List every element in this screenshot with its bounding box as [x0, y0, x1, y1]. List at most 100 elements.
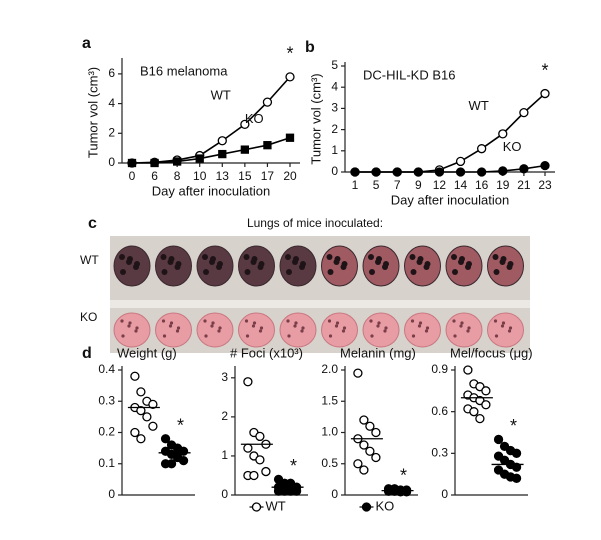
lung	[321, 245, 358, 287]
lung-spot	[211, 321, 215, 325]
lung-spot	[128, 321, 132, 325]
lung-spot	[134, 261, 140, 267]
lung-spot	[287, 334, 291, 338]
lung-spot	[500, 256, 507, 262]
marker	[401, 487, 412, 497]
lung-spot	[369, 319, 373, 323]
x-axis-label: Day after inoculation	[152, 183, 271, 198]
marker	[217, 136, 227, 146]
lung-spot	[467, 326, 471, 330]
lung-spot	[452, 269, 458, 275]
lung-spot	[251, 256, 258, 262]
lung-spot	[326, 254, 333, 260]
panel-label: a	[82, 35, 91, 52]
marker	[511, 473, 522, 483]
y-axis-label: Tumor vol (cm³)	[308, 73, 323, 164]
marker	[498, 166, 508, 176]
panel-label: d	[82, 345, 92, 362]
lung-spot	[244, 269, 251, 275]
lung-spot	[244, 319, 249, 323]
lung-spot	[425, 326, 430, 330]
lung	[362, 312, 400, 348]
image-title: Lungs of mice inoculated:	[247, 216, 383, 230]
lung-spot	[410, 319, 415, 323]
lung-spot	[161, 319, 166, 323]
marker	[481, 400, 491, 410]
lung-spot	[217, 329, 221, 333]
marker	[240, 145, 250, 154]
lung-spot	[460, 321, 464, 325]
marker	[481, 386, 491, 396]
marker	[365, 421, 375, 431]
lung-spot	[160, 254, 167, 260]
lung-spot	[259, 326, 264, 330]
marker	[519, 107, 529, 118]
y-tick-label: 0	[331, 487, 338, 501]
lung-spot	[294, 321, 298, 325]
lung-spot	[376, 324, 380, 328]
marker	[142, 412, 152, 422]
annotation: *	[177, 416, 184, 436]
marker	[166, 459, 177, 469]
y-tick-label: 0.4	[98, 362, 115, 376]
chart-title: Weight (g)	[117, 345, 177, 360]
marker	[477, 167, 487, 177]
lung-spot	[168, 256, 175, 262]
lung-spot	[252, 321, 257, 325]
lung-spot	[493, 269, 500, 275]
series-label: WT	[211, 88, 231, 103]
marker	[413, 167, 423, 177]
marker	[261, 466, 271, 477]
lung-spot	[217, 261, 223, 267]
lung-spot	[466, 261, 472, 267]
lung	[404, 312, 441, 348]
lung-spot	[424, 261, 431, 267]
chart-title: # Foci (x10³)	[230, 345, 303, 360]
lung	[487, 245, 524, 287]
x-tick-label: 16	[475, 178, 489, 192]
series-label: KO	[245, 111, 264, 126]
marker	[136, 387, 146, 397]
lung-spot	[203, 269, 209, 275]
x-tick-label: 0	[129, 169, 136, 183]
y-tick-label: 0.6	[431, 404, 448, 418]
lung-spot	[411, 334, 416, 338]
lung-spot	[293, 256, 299, 262]
lung-spot	[258, 329, 263, 333]
lung-spot	[424, 329, 429, 333]
chart-title: DC-HIL-KD B16	[363, 67, 455, 82]
lung-spot	[210, 256, 216, 262]
marker	[148, 399, 158, 410]
lung-spot	[494, 334, 499, 338]
y-tick-label: 1	[331, 143, 338, 157]
lung-spot	[453, 334, 457, 338]
lung	[362, 245, 400, 287]
y-tick-label: 4	[331, 79, 338, 93]
lung-spot	[204, 334, 208, 338]
lung-spot	[210, 324, 214, 328]
x-tick-label: 15	[238, 169, 252, 183]
legend-label: WT	[266, 498, 286, 513]
y-tick-label: 4	[108, 96, 115, 110]
marker	[255, 431, 265, 442]
marker	[365, 446, 375, 456]
y-tick-label: 0.1	[98, 456, 115, 470]
x-tick-label: 12	[433, 178, 447, 192]
lung-spot	[135, 326, 139, 330]
y-tick-label: 1.5	[321, 393, 338, 407]
marker	[243, 377, 253, 387]
marker	[285, 133, 295, 142]
lung-spot	[286, 269, 292, 275]
x-tick-label: 5	[373, 178, 380, 192]
lung-spot	[384, 326, 388, 330]
lung	[445, 312, 483, 348]
marker	[477, 144, 487, 154]
lung-spot	[370, 334, 374, 338]
lung	[279, 245, 317, 287]
y-tick-label: 1	[221, 448, 228, 462]
x-tick-label: 20	[283, 169, 297, 183]
marker	[243, 443, 253, 453]
y-tick-label: 0.3	[98, 393, 115, 407]
lung-spot	[451, 254, 457, 260]
